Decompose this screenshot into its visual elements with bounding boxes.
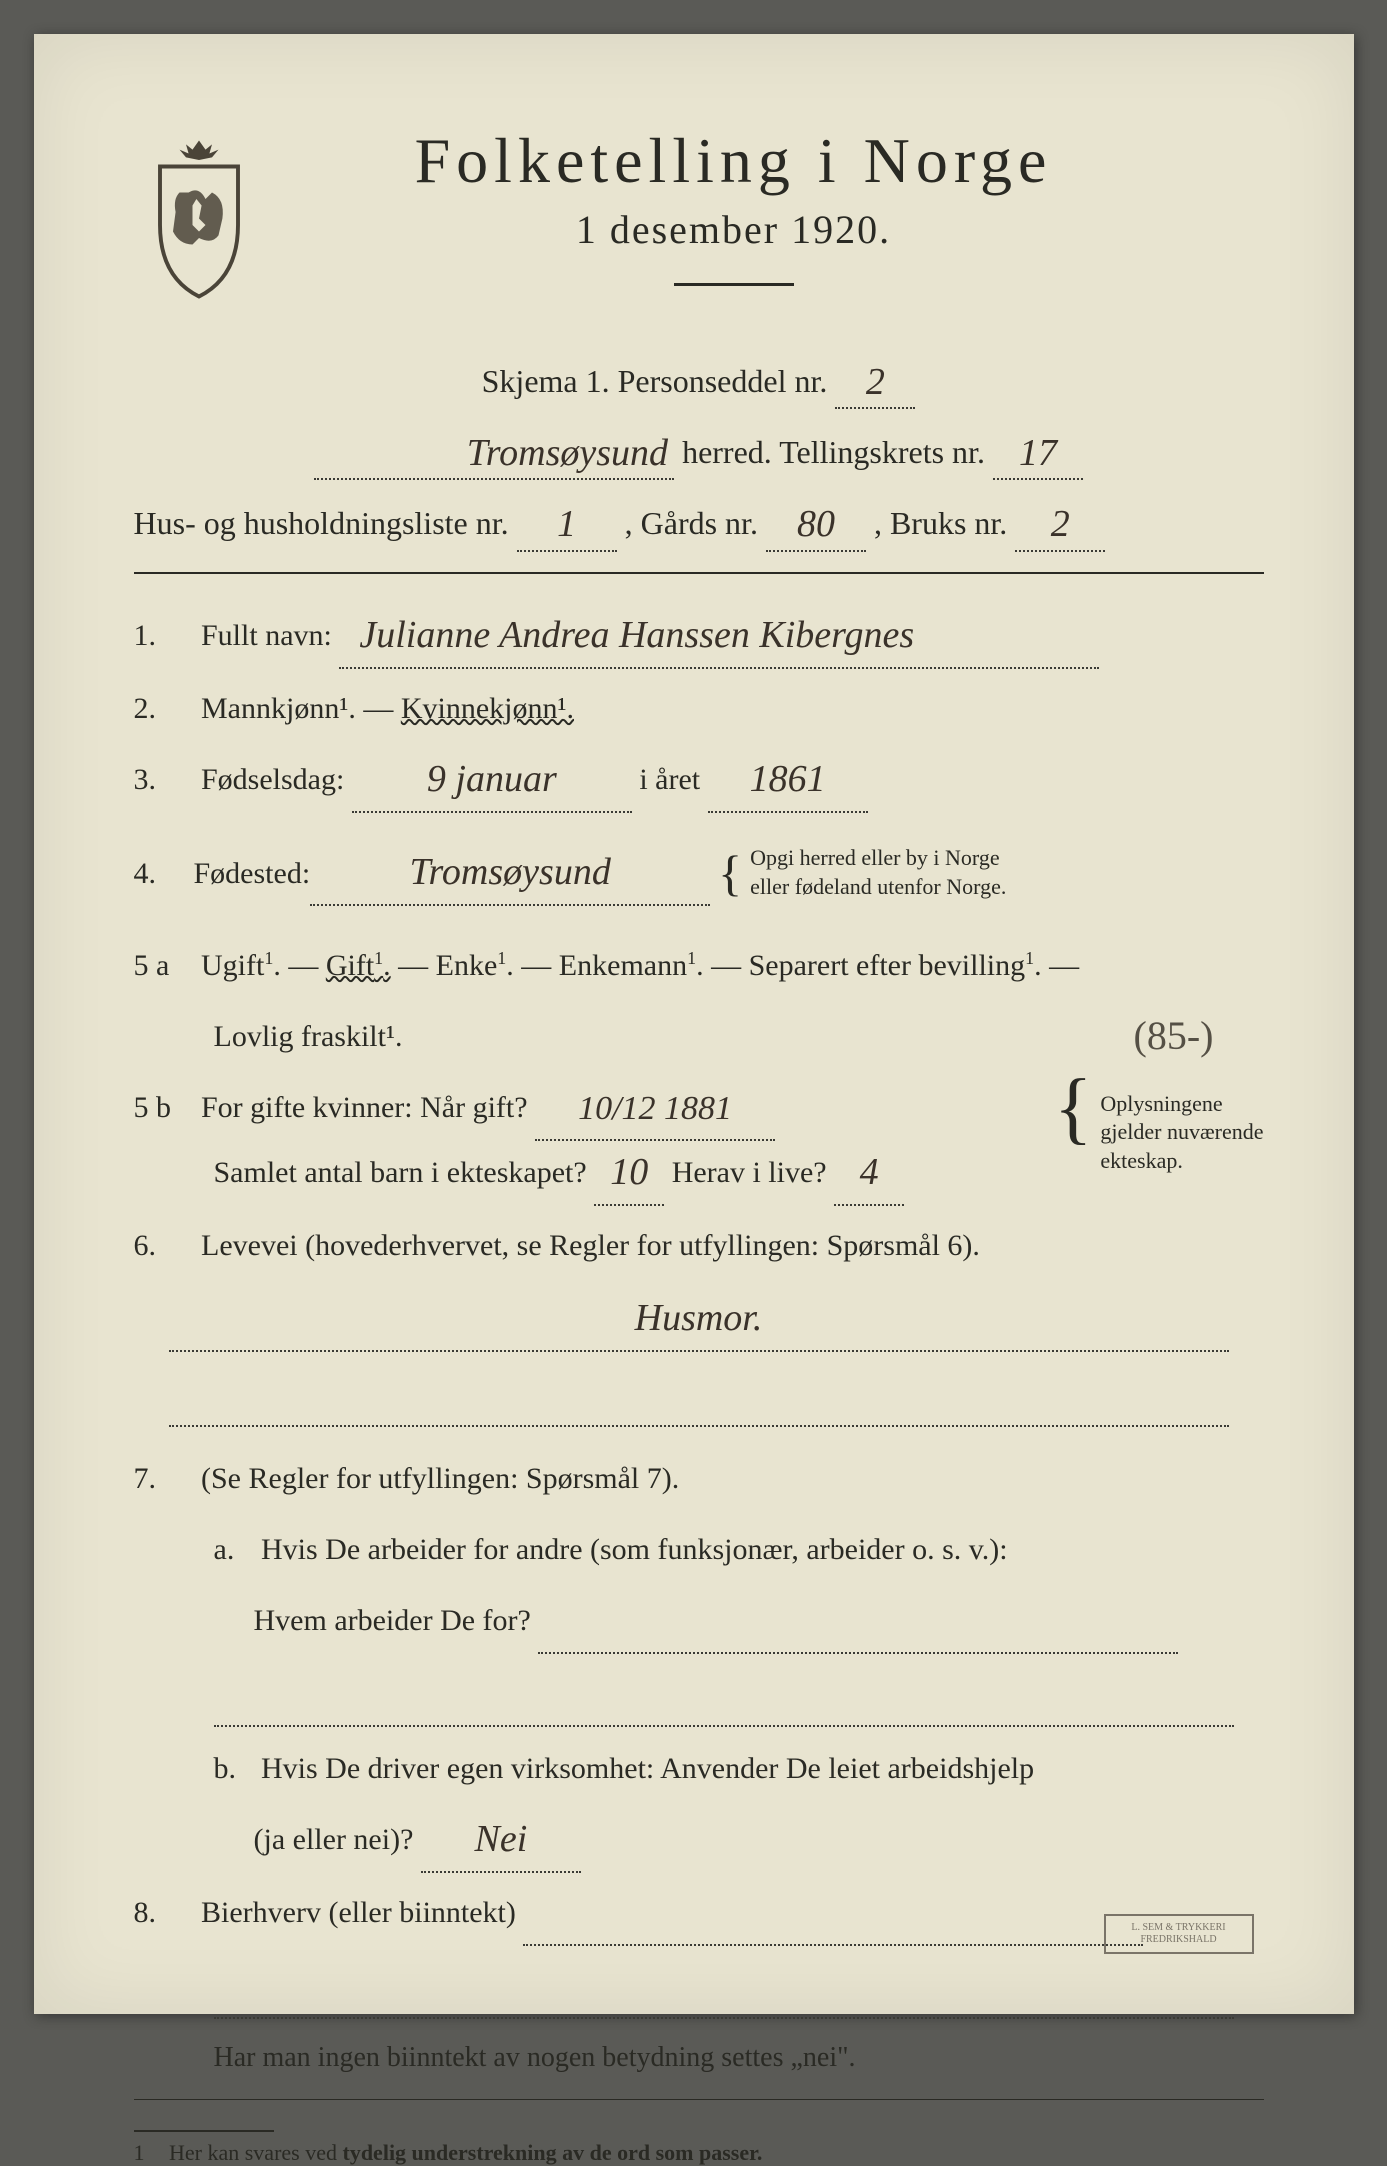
q4: 4. Fødested: Tromsøysund { Opgi herred e… bbox=[134, 821, 1264, 926]
meta-block: Skjema 1. Personseddel nr. 2 Tromsøysund… bbox=[134, 356, 1264, 552]
bruks-label: , Bruks nr. bbox=[874, 505, 1007, 541]
q7a-2: Hvem arbeider De for? bbox=[134, 1589, 1264, 1654]
q4-note: Opgi herred eller by i Norge eller fødel… bbox=[750, 844, 1006, 901]
subtitle: 1 desember 1920. bbox=[304, 206, 1164, 253]
q6-label: Levevei (hovederhvervet, se Regler for u… bbox=[201, 1229, 980, 1262]
q7a-blank bbox=[134, 1662, 1264, 1727]
census-form-page: Folketelling i Norge 1 desember 1920. Sk… bbox=[34, 34, 1354, 2014]
q5b-label-a: For gifte kvinner: Når gift? bbox=[201, 1091, 528, 1124]
q4-value: Tromsøysund bbox=[410, 853, 611, 891]
title-block: Folketelling i Norge 1 desember 1920. bbox=[304, 124, 1264, 326]
q8-label: Bierhverv (eller biinntekt) bbox=[201, 1896, 516, 1929]
q7: 7. (Se Regler for utfyllingen: Spørsmål … bbox=[134, 1447, 1264, 1510]
gards-label: , Gårds nr. bbox=[625, 505, 758, 541]
q5b-note-a: Oplysningene bbox=[1100, 1091, 1222, 1116]
herred-value: Tromsøysund bbox=[467, 434, 668, 472]
q7b-value: Nei bbox=[475, 1820, 528, 1858]
q2-label: Mannkjønn¹. — bbox=[201, 692, 393, 725]
q1: 1. Fullt navn: Julianne Andrea Hanssen K… bbox=[134, 604, 1264, 669]
q2: 2. Mannkjønn¹. — Kvinnekjønn¹. bbox=[134, 677, 1264, 740]
herred-label: herred. Tellingskrets nr. bbox=[682, 434, 985, 470]
q5b-naar-gift: 10/12 1881 bbox=[578, 1092, 732, 1126]
q8-note: Har man ingen biinntekt av nogen betydni… bbox=[214, 2042, 856, 2073]
q7b: b. Hvis De driver egen virksomhet: Anven… bbox=[134, 1737, 1264, 1800]
divider-2 bbox=[134, 2099, 1264, 2100]
coat-of-arms-icon bbox=[134, 134, 264, 304]
q3-day: 9 januar bbox=[427, 760, 557, 798]
brace-icon: { bbox=[718, 821, 742, 926]
title-rule bbox=[674, 283, 794, 286]
q3-year: 1861 bbox=[750, 760, 826, 798]
footnote: 1 Her kan svares ved tydelig understrekn… bbox=[134, 2130, 1264, 2166]
bruks-nr: 2 bbox=[1051, 505, 1070, 543]
gards-nr: 80 bbox=[797, 505, 835, 543]
q6-value: Husmor. bbox=[635, 1299, 763, 1337]
q7a-line2: Hvem arbeider De for? bbox=[254, 1604, 531, 1637]
q5b-note-b: gjelder nuværende bbox=[1100, 1119, 1263, 1144]
q5b-note-c: ekteskap. bbox=[1100, 1148, 1182, 1173]
q6-blank-row bbox=[134, 1362, 1264, 1427]
q3-label-b: i året bbox=[639, 763, 700, 796]
divider-1 bbox=[134, 572, 1264, 574]
q8-blank bbox=[134, 1954, 1264, 2019]
q5b-live: 4 bbox=[860, 1153, 879, 1191]
footnote-num: 1 bbox=[134, 2140, 164, 2166]
q8-note-row: Har man ingen biinntekt av nogen betydni… bbox=[134, 2029, 1264, 2088]
q5b-note: Oplysningene gjelder nuværende ekteskap. bbox=[1100, 1090, 1263, 1176]
q5b-barn: 10 bbox=[610, 1153, 648, 1191]
main-title: Folketelling i Norge bbox=[304, 124, 1164, 198]
header: Folketelling i Norge 1 desember 1920. bbox=[134, 124, 1264, 326]
q4-label: Fødested: bbox=[194, 842, 311, 905]
q5b-label-c: Herav i live? bbox=[672, 1156, 827, 1189]
meta-line-2: Tromsøysund herred. Tellingskrets nr. 17 bbox=[134, 427, 1264, 480]
q7b-line2: (ja eller nei)? bbox=[254, 1823, 414, 1856]
meta-line-3: Hus- og husholdningsliste nr. 1 , Gårds … bbox=[134, 498, 1264, 551]
q5b-label-b: Samlet antal barn i ekteskapet? bbox=[214, 1156, 587, 1189]
q4-note-a: Opgi herred eller by i Norge bbox=[750, 845, 999, 870]
q3: 3. Fødselsdag: 9 januar i året 1861 bbox=[134, 748, 1264, 813]
q7-label: (Se Regler for utfyllingen: Spørsmål 7). bbox=[201, 1462, 679, 1495]
q5a: 5 a Ugift1. — Gift1. — Enke1. — Enkemann… bbox=[134, 934, 1264, 997]
brace-icon: { bbox=[1054, 1076, 1092, 1140]
footnote-text: Her kan svares ved tydelig understreknin… bbox=[169, 2140, 762, 2165]
tellingskrets-nr: 17 bbox=[1019, 434, 1057, 472]
q6: 6. Levevei (hovederhvervet, se Regler fo… bbox=[134, 1214, 1264, 1277]
q1-value: Julianne Andrea Hanssen Kibergnes bbox=[359, 616, 914, 654]
q5a-line2-row: Lovlig fraskilt¹. bbox=[134, 1005, 1264, 1068]
q5b: 5 b For gifte kvinner: Når gift? 10/12 1… bbox=[134, 1076, 1264, 1206]
skjema-label: Skjema 1. Personseddel nr. bbox=[482, 363, 828, 399]
footnote-rule bbox=[134, 2130, 274, 2132]
hush-label: Hus- og husholdningsliste nr. bbox=[134, 505, 509, 541]
questions: 1. Fullt navn: Julianne Andrea Hanssen K… bbox=[134, 604, 1264, 2088]
personseddel-nr: 2 bbox=[866, 363, 885, 401]
q2-selected: Kvinnekjønn¹. bbox=[401, 692, 574, 725]
q7a-line1: Hvis De arbeider for andre (som funksjon… bbox=[261, 1533, 1008, 1566]
q7a: a. Hvis De arbeider for andre (som funks… bbox=[134, 1518, 1264, 1581]
q8: 8. Bierhverv (eller biinntekt) bbox=[134, 1881, 1264, 1946]
hush-nr: 1 bbox=[557, 505, 576, 543]
q7b-line1: Hvis De driver egen virksomhet: Anvender… bbox=[261, 1752, 1034, 1785]
q6-answer-row: Husmor. bbox=[134, 1287, 1264, 1352]
printer-stamp: L. SEM & TRYKKERI FREDRIKSHALD bbox=[1104, 1914, 1254, 1954]
q4-note-b: eller fødeland utenfor Norge. bbox=[750, 874, 1006, 899]
q5a-options: Ugift1. — Gift1. — Enke1. — Enkemann1. —… bbox=[201, 949, 1079, 982]
margin-note: (85-) bbox=[1134, 994, 1214, 1078]
meta-line-1: Skjema 1. Personseddel nr. 2 bbox=[134, 356, 1264, 409]
q3-label-a: Fødselsdag: bbox=[201, 763, 344, 796]
q1-label: Fullt navn: bbox=[201, 619, 332, 652]
q7b-2: (ja eller nei)? Nei bbox=[134, 1808, 1264, 1873]
q5a-line2: Lovlig fraskilt¹. bbox=[214, 1020, 403, 1053]
